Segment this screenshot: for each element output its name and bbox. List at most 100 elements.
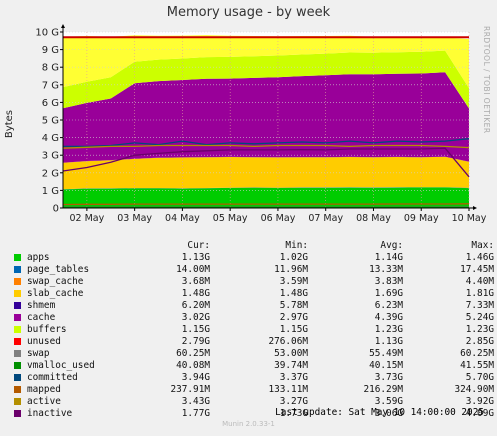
area-apps [63,187,469,208]
legend-cur: 14.00M [176,264,210,275]
legend-avg: 1.69G [374,288,403,299]
x-tick-label: 09 May [404,213,439,224]
legend-swatch [14,374,21,381]
legend-min: 1.02G [279,252,308,263]
legend-max: 324.90M [454,384,494,395]
legend-avg: 3.73G [374,372,403,383]
legend-avg: 1.13G [374,336,403,347]
legend-max: 1.23G [465,324,494,335]
legend-name: swap_cache [27,276,84,287]
legend-cur: 40.08M [176,360,210,371]
legend-max: 41.55M [460,360,494,371]
legend-swatch [14,266,21,273]
legend-swatch [14,338,21,345]
legend-avg: 3.59G [374,396,403,407]
legend-max: 1.81G [465,288,494,299]
legend-swatch [14,290,21,297]
legend-max: 5.24G [465,312,494,323]
legend-name: committed [27,372,78,383]
legend-min: 276.06M [268,336,308,347]
line-active [62,144,470,149]
x-tick-label: 07 May [308,213,343,224]
legend-row-mapped: mapped 237.91M 133.11M 216.29M 324.90M [10,384,494,396]
legend-header-min: Min: [285,240,308,251]
legend-max: 7.33M [465,300,494,311]
x-tick-label: 02 May [70,213,105,224]
legend-min: 5.78M [279,300,308,311]
legend-name: vmalloc_used [27,360,95,371]
legend-header-cur: Cur: [187,240,210,251]
legend-swatch [14,350,21,357]
legend-row-slab-cache: slab_cache 1.48G 1.48G 1.69G 1.81G [10,288,494,300]
last-update: Last update: Sat May 10 14:00:00 2025 [275,407,484,418]
legend-avg: 40.15M [369,360,403,371]
legend-max: 60.25M [460,348,494,359]
legend-name: buffers [27,324,67,335]
legend-avg: 3.83M [374,276,403,287]
y-tick-label: 7 G [42,80,59,91]
legend-swatch [14,314,21,321]
y-tick-label: 8 G [42,63,59,74]
legend-cur: 237.91M [170,384,210,395]
legend-min: 2.97G [279,312,308,323]
legend-min: 3.27G [279,396,308,407]
memory-chart: 0 1 G 2 G 3 G 4 G 5 G 6 G 7 G 8 G 9 G 10 G 02 May 03… [35,24,487,224]
legend-cur: 6.20M [181,300,210,311]
legend-max: 1.46G [465,252,494,263]
legend-avg: 13.33M [369,264,403,275]
legend-avg: 1.23G [374,324,403,335]
legend-swatch [14,386,21,393]
legend-swatch [14,362,21,369]
legend-max: 2.85G [465,336,494,347]
x-axis-arrow [473,206,477,210]
x-tick-label: 04 May [165,213,200,224]
legend-min: 1.15G [279,324,308,335]
legend-avg: 6.23M [374,300,403,311]
area-buffers [63,50,469,109]
y-tick-label: 5 G [42,116,59,127]
legend-row-swap: swap 60.25M 53.00M 55.49M 60.25M [10,348,494,360]
rrdtool-credit: RRDTOOL / TOBI OETIKER [482,26,491,134]
legend-swatch [14,398,21,405]
legend-name: apps [27,252,50,263]
legend-avg: 1.14G [374,252,403,263]
legend-name: mapped [27,384,61,395]
legend-avg: 4.39G [374,312,403,323]
area-unused [63,35,469,89]
legend-min: 11.96M [274,264,308,275]
line-mapped [62,203,470,206]
legend-cur: 3.02G [181,312,210,323]
legend-avg: 3.06G [374,408,403,419]
legend-min: 1.48G [279,288,308,299]
legend-header-avg: Avg: [380,240,403,251]
y-tick-label: 1 G [42,186,59,197]
x-tick-label: 03 May [117,213,152,224]
x-tick-label: 10 May [452,213,487,224]
legend-swatch [14,326,21,333]
legend-cur: 3.94G [181,372,210,383]
legend-min: 3.37G [279,372,308,383]
legend-row-inactive: inactive 1.77G 1.73G 3.06G 4.09G [10,408,494,420]
legend-swatch [14,410,21,417]
legend-name: active [27,396,61,407]
legend-name: shmem [27,300,56,311]
line-committed [63,138,470,148]
legend-swatch [14,278,21,285]
munin-version: Munin 2.0.33-1 [222,420,275,428]
y-tick-label: 6 G [42,98,59,109]
legend-header-max: Max: [471,240,494,251]
area-page-tables [63,187,469,190]
legend-row-committed: committed 3.94G 3.37G 3.73G 5.70G [10,372,494,384]
y-tick-label: 2 G [42,168,59,179]
area-slab-cache [63,156,469,190]
legend-min: 3.59M [279,276,308,287]
legend-cur: 1.13G [181,252,210,263]
legend-name: cache [27,312,56,323]
legend-header: Cur: Min: Avg: Max: [10,240,494,252]
x-tick-label: 05 May [213,213,248,224]
x-tick-label: 08 May [356,213,391,224]
legend-min: 133.11M [268,384,308,395]
legend-max: 3.92G [465,396,494,407]
legend-cur: 3.68M [181,276,210,287]
legend-row-vmalloc-used: vmalloc_used 40.08M 39.74M 40.15M 41.55M [10,360,494,372]
